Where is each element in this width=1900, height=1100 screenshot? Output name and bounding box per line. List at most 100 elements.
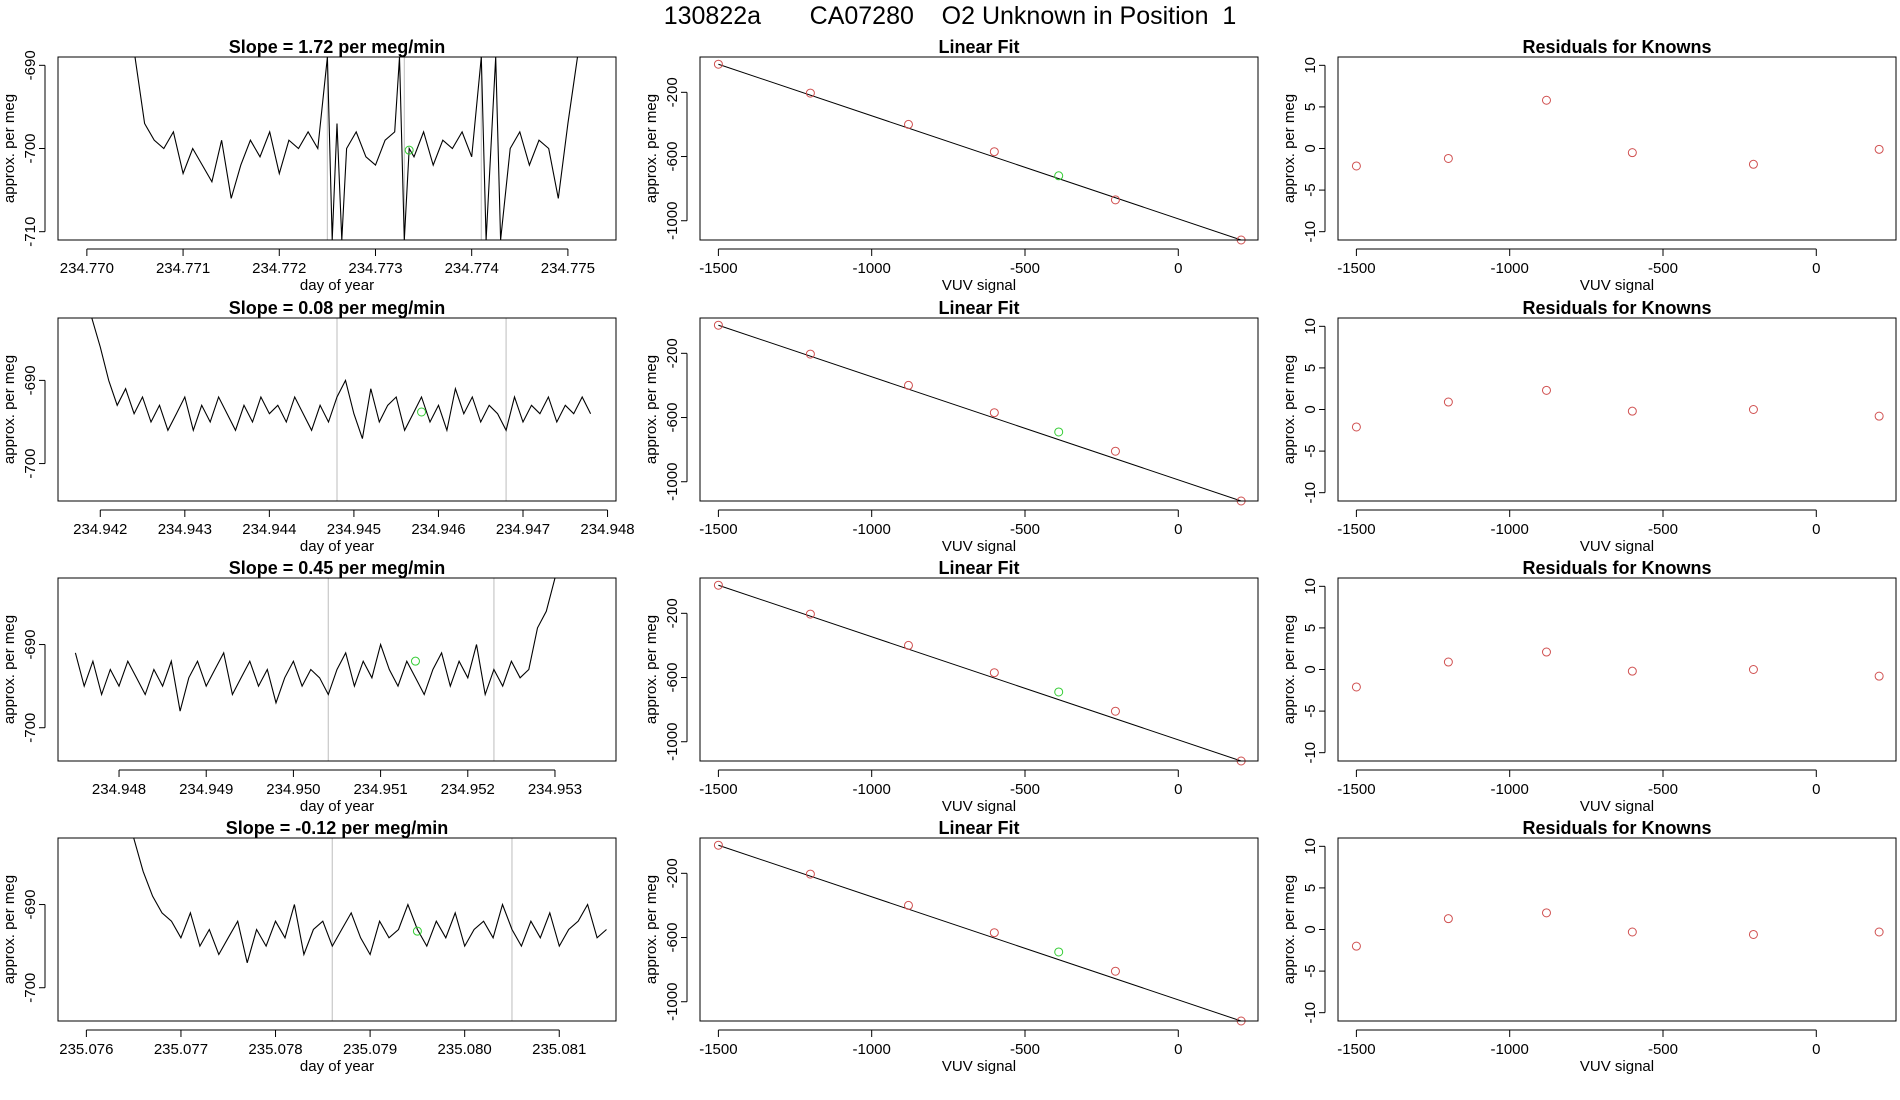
known-point (989, 408, 999, 418)
fit-line (718, 324, 1242, 501)
x-tick-label: 234.770 (60, 260, 114, 277)
y-tick-label: -200 (664, 77, 681, 107)
panel-4-3: Residuals for Knowns -1500 -1000 -500 0 VUV s… (1281, 818, 1897, 1075)
y-tick-label: -600 (664, 142, 681, 172)
y-tick-label: -1000 (664, 983, 681, 1021)
x-axis-label: VUV signal (1580, 1058, 1654, 1075)
x-tick-label: 234.952 (441, 781, 495, 798)
y-axis-label: approx. per meg (1, 355, 18, 464)
y-tick-label: 5 (1302, 884, 1319, 892)
x-tick-label: -500 (1010, 521, 1040, 538)
y-tick-label: -10 (1302, 221, 1319, 243)
known-point (989, 928, 999, 938)
x-tick-label: -1500 (699, 1041, 737, 1058)
x-tick-label: -500 (1648, 521, 1678, 538)
panel-2-2: Linear Fit -1500 -1000 -500 0 VUV signal -200 -… (643, 298, 1259, 555)
known-point (1443, 153, 1453, 163)
y-tick-label: 5 (1302, 624, 1319, 632)
y-tick-label: -690 (22, 630, 39, 660)
x-axis-label: VUV signal (1580, 798, 1654, 815)
x-tick-label: 234.774 (445, 260, 499, 277)
plot-frame (57, 577, 617, 762)
known-point (1541, 908, 1551, 918)
y-tick-label: -1000 (664, 463, 681, 501)
y-tick-label: 5 (1302, 364, 1319, 372)
panel-title: Slope = 0.08 per meg/min (229, 298, 446, 318)
known-point (713, 840, 723, 850)
x-tick-label: 0 (1812, 781, 1820, 798)
y-axis-label: approx. per meg (643, 615, 660, 724)
known-point (1541, 385, 1551, 395)
x-axis-label: VUV signal (1580, 538, 1654, 555)
y-axis-label: approx. per meg (1281, 355, 1298, 464)
x-tick-label: -1000 (853, 260, 891, 277)
y-tick-label: -5 (1302, 183, 1319, 196)
y-tick-label: 0 (1302, 925, 1319, 933)
known-point (1110, 966, 1120, 976)
unknown-point (1054, 427, 1064, 437)
y-tick-label: 10 (1302, 318, 1319, 335)
x-tick-label: -1000 (1491, 1041, 1529, 1058)
known-point (1443, 397, 1453, 407)
x-tick-label: -500 (1648, 260, 1678, 277)
x-tick-label: 234.771 (156, 260, 210, 277)
fit-line (718, 63, 1242, 240)
x-tick-label: -1000 (1491, 521, 1529, 538)
x-tick-label: -500 (1648, 781, 1678, 798)
x-tick-label: -500 (1010, 260, 1040, 277)
x-tick-label: -1500 (1337, 1041, 1375, 1058)
y-tick-label: -200 (664, 858, 681, 888)
y-tick-label: -5 (1302, 964, 1319, 977)
y-axis-label: approx. per meg (643, 875, 660, 984)
known-point (1541, 647, 1551, 657)
panel-4-2: Linear Fit -1500 -1000 -500 0 VUV signal -200 -… (643, 818, 1259, 1075)
panel-title: Slope = 0.45 per meg/min (229, 558, 446, 578)
known-point (1874, 144, 1884, 154)
known-point (1748, 665, 1758, 674)
x-tick-label: 234.946 (411, 521, 465, 538)
x-tick-label: 234.951 (353, 781, 407, 798)
panel-1-2: Linear Fit -1500 -1000 -500 0 VUV signal -200 -… (643, 37, 1259, 294)
x-tick-label: 235.076 (59, 1041, 113, 1058)
y-tick-label: -700 (22, 133, 39, 163)
y-axis-label: approx. per meg (643, 355, 660, 464)
known-point (1627, 406, 1637, 416)
known-point (805, 349, 815, 359)
y-tick-label: -10 (1302, 482, 1319, 504)
y-tick-label: 10 (1302, 57, 1319, 74)
x-tick-label: 234.948 (580, 521, 634, 538)
x-tick-label: 234.773 (348, 260, 402, 277)
known-point (713, 59, 723, 69)
known-point (1443, 914, 1453, 924)
x-axis-label: VUV signal (942, 1058, 1016, 1075)
known-point (805, 869, 815, 879)
x-tick-label: 235.081 (532, 1041, 586, 1058)
panel-title: Residuals for Knowns (1522, 37, 1711, 57)
panel-3-2: Linear Fit -1500 -1000 -500 0 VUV signal -200 -… (643, 558, 1259, 815)
known-point (903, 900, 913, 910)
x-tick-label: 0 (1174, 260, 1182, 277)
x-tick-label: 0 (1174, 521, 1182, 538)
x-tick-label: 234.775 (541, 260, 595, 277)
known-point (1351, 422, 1361, 432)
x-tick-label: -1000 (853, 781, 891, 798)
x-tick-label: -500 (1648, 1041, 1678, 1058)
x-tick-label: 0 (1174, 1041, 1182, 1058)
x-tick-label: -1500 (699, 260, 737, 277)
data-series-line (91, 318, 592, 439)
y-tick-label: -700 (22, 449, 39, 479)
y-tick-label: -700 (22, 973, 39, 1003)
y-tick-label: -10 (1302, 1002, 1319, 1024)
y-tick-label: -690 (22, 50, 39, 80)
x-tick-label: 234.942 (73, 521, 127, 538)
known-point (903, 380, 913, 390)
x-axis-label: VUV signal (942, 277, 1016, 294)
fit-line (718, 844, 1242, 1021)
panel-title: Residuals for Knowns (1522, 298, 1711, 318)
fit-line (718, 584, 1242, 761)
known-point (903, 640, 913, 650)
known-point (1627, 927, 1637, 937)
y-tick-label: -690 (22, 890, 39, 920)
known-point (805, 609, 815, 619)
